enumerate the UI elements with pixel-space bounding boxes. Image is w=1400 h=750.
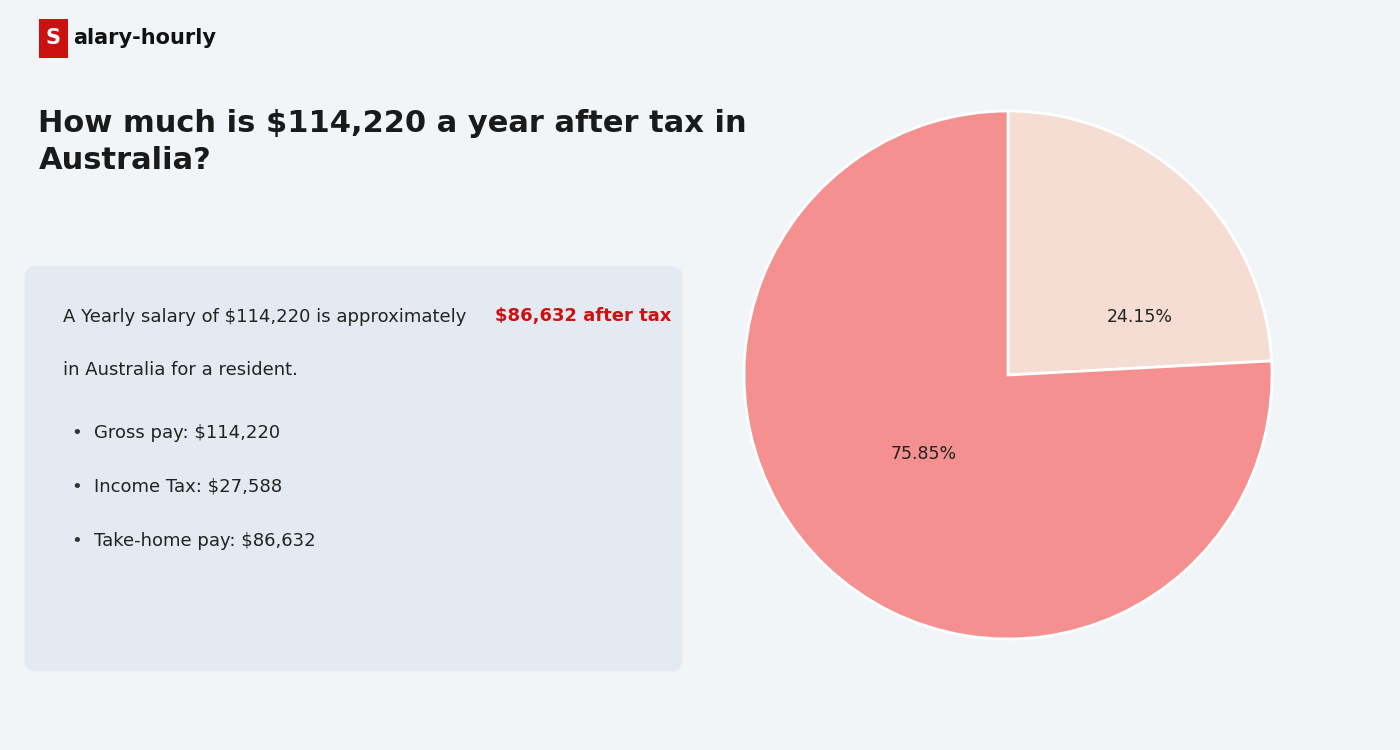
Text: in Australia for a resident.: in Australia for a resident. [63,362,298,380]
Wedge shape [1008,111,1271,375]
FancyBboxPatch shape [25,266,683,671]
Text: •: • [71,478,83,496]
Text: How much is $114,220 a year after tax in
Australia?: How much is $114,220 a year after tax in… [39,109,748,175]
Text: •: • [71,532,83,550]
Text: Take-home pay: $86,632: Take-home pay: $86,632 [95,532,316,550]
Text: 24.15%: 24.15% [1107,308,1173,326]
Text: $86,632 after tax: $86,632 after tax [494,308,671,326]
Legend: Income Tax, Take-home Pay: Income Tax, Take-home Pay [844,0,1172,5]
Text: 75.85%: 75.85% [890,446,956,464]
Text: A Yearly salary of $114,220 is approximately: A Yearly salary of $114,220 is approxima… [63,308,472,326]
Text: Income Tax: $27,588: Income Tax: $27,588 [95,478,283,496]
Text: Gross pay: $114,220: Gross pay: $114,220 [95,424,280,442]
Text: alary-hourly: alary-hourly [73,28,217,48]
FancyBboxPatch shape [39,19,67,58]
Text: •: • [71,424,83,442]
Text: S: S [46,28,60,48]
Wedge shape [743,111,1273,639]
